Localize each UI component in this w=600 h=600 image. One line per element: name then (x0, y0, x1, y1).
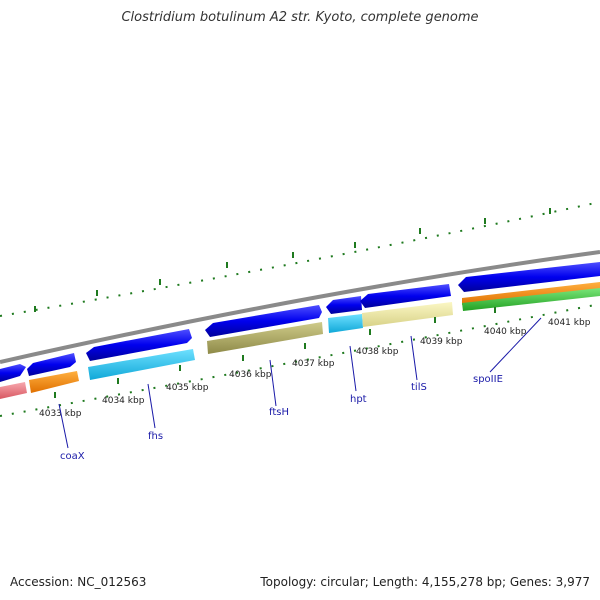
gene-label-ftsH: ftsH (269, 407, 289, 418)
gene-leader-lines (58, 317, 542, 449)
accession-label: Accession: NC_012563 (10, 575, 147, 589)
leader-line-spoIIE (489, 317, 542, 373)
leader-line-hpt (349, 345, 357, 392)
gene-arrow (0, 364, 26, 382)
inner-dotted-line (0, 303, 600, 417)
gene-arrow (458, 262, 600, 292)
gene-arrow (326, 296, 362, 314)
gene-arrow (86, 329, 192, 361)
scale-labels: 4033 kbp 4034 kbp 4035 kbp 4036 kbp 4037… (39, 318, 591, 419)
gene-bar-ftsH (207, 322, 323, 354)
gene-arrow (360, 284, 451, 308)
leader-line-fhs (147, 383, 156, 429)
gene-label-fhs: fhs (148, 431, 163, 442)
scale-label: 4033 kbp (39, 409, 82, 419)
leader-line-ftsH (269, 359, 277, 407)
gene-bar-hpt (328, 314, 363, 333)
scale-label: 4039 kbp (420, 337, 463, 347)
gene-arrow (27, 353, 76, 376)
forward-strand-genes (0, 262, 600, 382)
inner-scale-track (0, 303, 600, 417)
reverse-strand-genes (0, 282, 600, 399)
gene-bar-pink (0, 382, 27, 399)
gene-label-tilS: tilS (411, 382, 427, 393)
gene-label-hpt: hpt (350, 394, 367, 405)
gene-label-spoIIE: spoIIE (473, 374, 503, 385)
outer-tick-track (0, 201, 600, 317)
genome-summary-label: Topology: circular; Length: 4,155,278 bp… (260, 575, 590, 589)
scale-label: 4041 kbp (548, 318, 591, 328)
scale-label: 4035 kbp (166, 383, 209, 393)
leader-line-tilS (410, 335, 418, 381)
gene-labels: coaX fhs ftsH hpt tilS spoIIE (60, 374, 503, 462)
map-title: Clostridium botulinum A2 str. Kyoto, com… (121, 10, 479, 25)
scale-label: 4036 kbp (229, 370, 272, 380)
gene-arrow (205, 305, 322, 337)
gene-bar-fhs (88, 349, 195, 380)
scale-label: 4040 kbp (484, 327, 527, 337)
genome-backbone (0, 250, 600, 364)
gene-bar-coaX (29, 371, 79, 393)
outer-dotted-line (0, 201, 600, 317)
gene-bar-tilS (362, 302, 453, 327)
scale-label: 4037 kbp (292, 359, 335, 369)
gene-label-coaX: coaX (60, 451, 85, 462)
gene-bar-spoIIE (462, 288, 600, 311)
scale-label: 4034 kbp (102, 396, 145, 406)
scale-label: 4038 kbp (356, 347, 399, 357)
leader-line-coaX (58, 403, 69, 449)
